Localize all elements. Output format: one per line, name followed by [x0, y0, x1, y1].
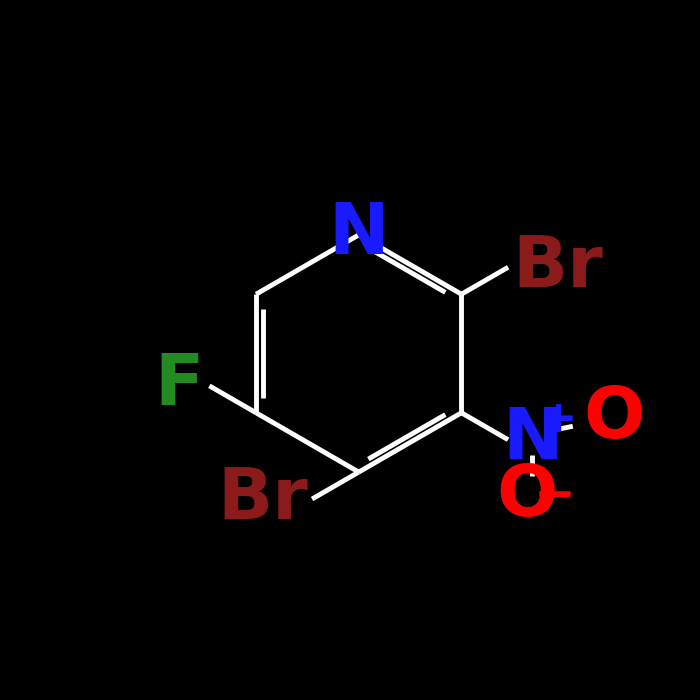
Text: O: O [584, 384, 645, 453]
Text: N: N [502, 405, 563, 474]
Text: Br: Br [512, 233, 603, 302]
Text: −: − [534, 473, 576, 520]
Text: +: + [540, 398, 577, 441]
Text: F: F [155, 351, 204, 420]
Text: O: O [496, 462, 558, 531]
Text: N: N [328, 200, 389, 270]
Text: Br: Br [217, 465, 308, 533]
